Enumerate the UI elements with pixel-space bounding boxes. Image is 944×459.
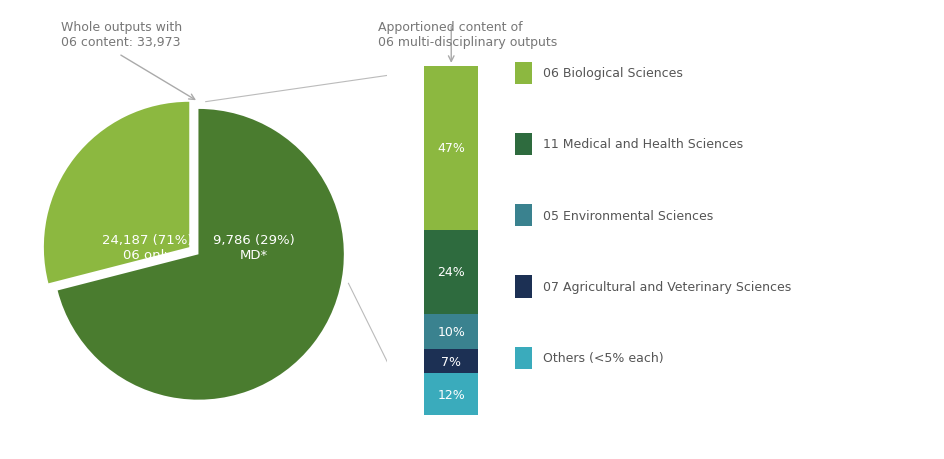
Text: 24,187 (71%)
06 only: 24,187 (71%) 06 only (102, 234, 193, 262)
Bar (424, 230, 478, 314)
Bar (424, 67, 478, 230)
Text: 11 Medical and Health Sciences: 11 Medical and Health Sciences (543, 138, 743, 151)
Text: 9,786 (29%)
MD*: 9,786 (29%) MD* (212, 234, 295, 262)
Text: Whole outputs with
06 content: 33,973: Whole outputs with 06 content: 33,973 (61, 21, 182, 49)
Bar (424, 374, 478, 415)
Text: 12%: 12% (437, 388, 464, 401)
Bar (424, 349, 478, 374)
Text: 47%: 47% (437, 142, 464, 155)
Text: 7%: 7% (441, 355, 461, 368)
Text: 07 Agricultural and Veterinary Sciences: 07 Agricultural and Veterinary Sciences (543, 280, 791, 293)
Text: 10%: 10% (437, 325, 464, 338)
Wedge shape (58, 110, 344, 400)
Text: 24%: 24% (437, 266, 464, 279)
Text: Others (<5% each): Others (<5% each) (543, 352, 664, 364)
Wedge shape (43, 102, 189, 284)
Text: 06 Biological Sciences: 06 Biological Sciences (543, 67, 683, 80)
Text: 05 Environmental Sciences: 05 Environmental Sciences (543, 209, 713, 222)
Bar (424, 314, 478, 349)
Text: Apportioned content of
06 multi-disciplinary outputs: Apportioned content of 06 multi-discipli… (378, 21, 557, 49)
